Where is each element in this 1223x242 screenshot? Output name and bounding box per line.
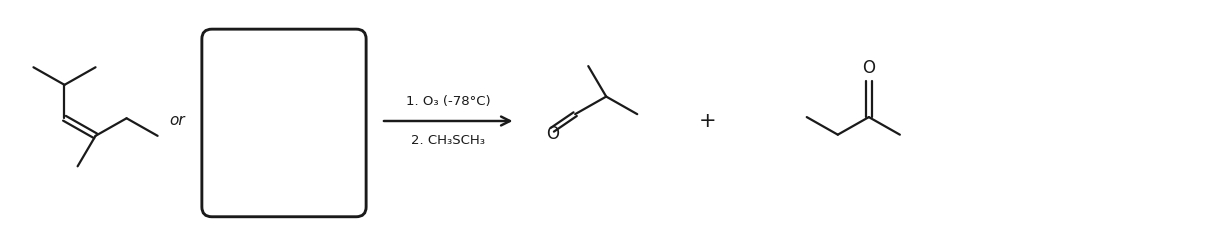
Text: O: O bbox=[862, 59, 876, 77]
Text: 2. CH₃SCH₃: 2. CH₃SCH₃ bbox=[411, 134, 486, 147]
Text: O: O bbox=[545, 125, 559, 143]
Text: 1. O₃ (-78°C): 1. O₃ (-78°C) bbox=[406, 95, 490, 108]
FancyBboxPatch shape bbox=[202, 29, 366, 217]
Text: or: or bbox=[169, 113, 185, 129]
Text: +: + bbox=[698, 111, 717, 131]
